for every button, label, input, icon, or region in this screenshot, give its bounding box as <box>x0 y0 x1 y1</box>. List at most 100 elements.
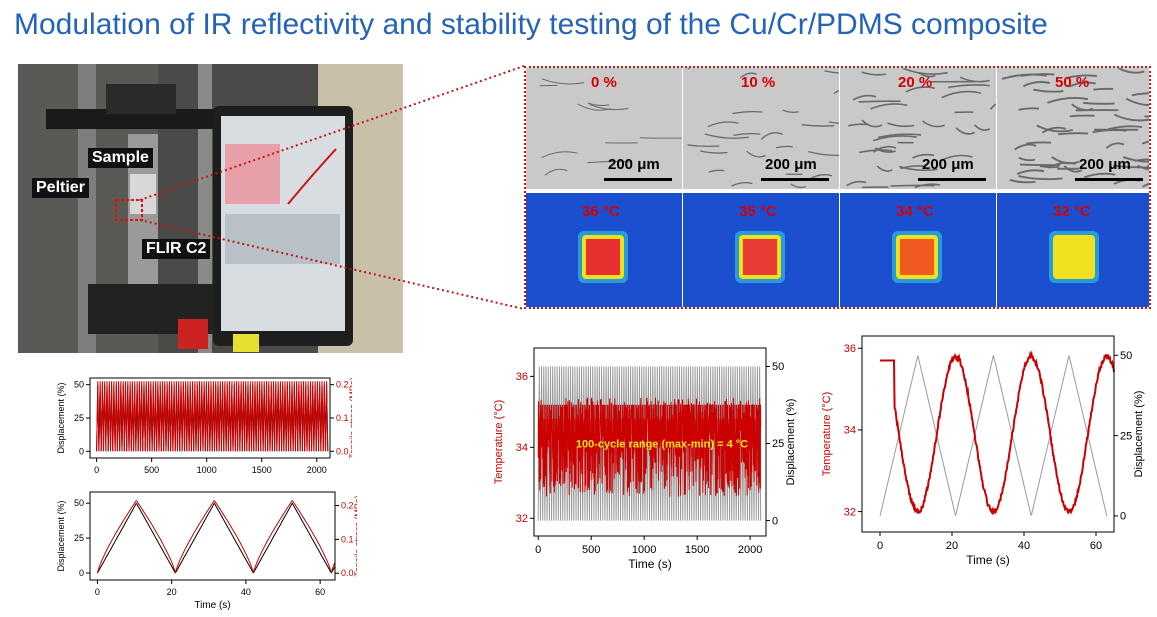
x-tick-label: 0 <box>535 544 541 556</box>
y2-axis-label: Tensile stress (MPa) <box>353 495 357 577</box>
y-tick-label: 0 <box>79 568 84 578</box>
y2-tick-label: 25 <box>772 438 784 450</box>
x-tick-label: 2000 <box>738 544 762 556</box>
y2-axis-label: Tensile stress (MPa) <box>348 377 352 459</box>
y2-tick-label: 0.0 <box>336 446 349 456</box>
strain-label: 20 % <box>898 74 933 91</box>
y2-tick-label: 0 <box>772 515 778 527</box>
strain-label: 50 % <box>1055 74 1090 91</box>
x-tick-label: 1000 <box>197 465 217 475</box>
chart-stress-long: 0 500 1000 1500 2000 0 25 50 0.0 0.1 0.2 Displaceme… <box>52 370 358 485</box>
series-line-1 <box>537 397 762 497</box>
slide-title: Modulation of IR reflectivity and stabil… <box>14 8 1048 41</box>
thermal-spot <box>892 231 942 283</box>
series-line-0 <box>879 354 1108 517</box>
scale-label: 200 μm <box>1079 156 1131 173</box>
series-line-1 <box>96 381 329 452</box>
y2-tick-label: 0.1 <box>336 413 349 423</box>
strain-label: 0 % <box>591 74 617 91</box>
thermal-temp-label: 36 °C <box>582 203 620 220</box>
x-tick-label: 500 <box>582 544 600 556</box>
y-tick-label: 34 <box>844 425 856 437</box>
y-tick-label: 36 <box>516 371 528 383</box>
x-tick-label: 20 <box>946 540 958 552</box>
y2-tick-label: 25 <box>1120 430 1132 442</box>
y-tick-label: 50 <box>74 380 84 390</box>
scale-bar <box>1075 178 1143 181</box>
y-tick-label: 32 <box>516 513 528 525</box>
y-tick-label: 36 <box>844 343 856 355</box>
y-tick-label: 25 <box>74 533 84 543</box>
flir-label: FLIR C2 <box>142 239 211 259</box>
x-tick-label: 2000 <box>307 465 327 475</box>
plot-frame <box>861 335 1115 533</box>
thermal-spot <box>1049 231 1099 283</box>
range-annotation: 100-cycle range (max-min) = 4 °C <box>576 439 748 451</box>
plot-frame <box>533 347 767 537</box>
thermal-temp-label: 32 °C <box>1053 203 1091 220</box>
y-tick-label: 25 <box>74 413 84 423</box>
series-line-0 <box>96 502 336 574</box>
scale-label: 200 μm <box>765 156 817 173</box>
x-tick-label: 0 <box>95 587 100 597</box>
micrograph-0: 0 % 200 μm <box>526 68 682 189</box>
crack-texture <box>539 78 682 176</box>
x-tick-label: 1000 <box>632 544 656 556</box>
series-line-1 <box>880 350 1115 516</box>
series-line-1 <box>96 499 336 574</box>
x-tick-label: 0 <box>877 540 883 552</box>
scale-bar <box>918 178 986 181</box>
y-axis-label: Temperature (°C) <box>493 400 505 484</box>
y2-axis-label: Displacement (%) <box>785 399 797 486</box>
y2-tick-label: 0.2 <box>336 380 349 390</box>
y-tick-label: 0 <box>79 446 84 456</box>
crack-texture <box>1001 68 1149 188</box>
thermal-spot <box>578 231 628 283</box>
x-tick-label: 60 <box>1090 540 1102 552</box>
thermal-image-1: 35 °C <box>683 193 839 307</box>
scale-label: 200 μm <box>922 156 974 173</box>
x-axis-label: Time (s) <box>194 600 230 611</box>
thermal-temp-label: 35 °C <box>739 203 777 220</box>
y-tick-label: 34 <box>516 442 528 454</box>
setup-photo-drawing <box>18 64 403 353</box>
thermal-image-3: 32 °C <box>997 193 1149 307</box>
scale-bar <box>604 178 672 181</box>
micrograph-thermal-panel: 0 % 200 μm 10 % 200 μm 20 % 200 μm 50 % 200 μm … <box>524 66 1151 309</box>
x-axis-label: Time (s) <box>628 557 672 571</box>
y2-tick-label: 0.1 <box>341 534 354 544</box>
y-tick-label: 50 <box>74 498 84 508</box>
x-tick-label: 20 <box>167 587 177 597</box>
x-tick-label: 1500 <box>252 465 272 475</box>
thermal-spot <box>735 231 785 283</box>
y2-tick-label: 0.0 <box>341 568 354 578</box>
scale-label: 200 μm <box>608 156 660 173</box>
y2-tick-label: 0.2 <box>341 501 354 511</box>
y2-tick-label: 0 <box>1120 511 1126 523</box>
setup-photo: Sample Peltier FLIR C2 <box>18 64 403 353</box>
x-axis-label: Time (s) <box>966 553 1010 567</box>
thermal-image-2: 34 °C <box>840 193 996 307</box>
y-axis-label: Displacement (%) <box>56 500 66 571</box>
y2-tick-label: 50 <box>772 361 784 373</box>
x-tick-label: 1500 <box>685 544 709 556</box>
peltier-label: Peltier <box>32 178 89 198</box>
y-axis-label: Temperature (°C) <box>821 392 833 476</box>
crack-texture <box>687 68 839 189</box>
y-tick-label: 32 <box>844 506 856 518</box>
thermal-temp-label: 34 °C <box>896 203 934 220</box>
micrograph-3: 50 % 200 μm <box>997 68 1149 189</box>
x-tick-label: 60 <box>315 587 325 597</box>
x-tick-label: 0 <box>94 465 99 475</box>
sample-label: Sample <box>88 148 153 168</box>
y2-tick-label: 50 <box>1120 350 1132 362</box>
crack-texture <box>846 68 996 189</box>
micrograph-1: 10 % 200 μm <box>683 68 839 189</box>
chart-temp-zoom: 0 20 40 60 32 34 36 0 25 50 Time (s) Temperature (°… <box>816 326 1156 579</box>
plot-frame <box>89 491 336 581</box>
scale-bar <box>761 178 829 181</box>
strain-label: 10 % <box>741 74 776 91</box>
x-tick-label: 500 <box>144 465 159 475</box>
thermal-image-0: 36 °C <box>526 193 682 307</box>
